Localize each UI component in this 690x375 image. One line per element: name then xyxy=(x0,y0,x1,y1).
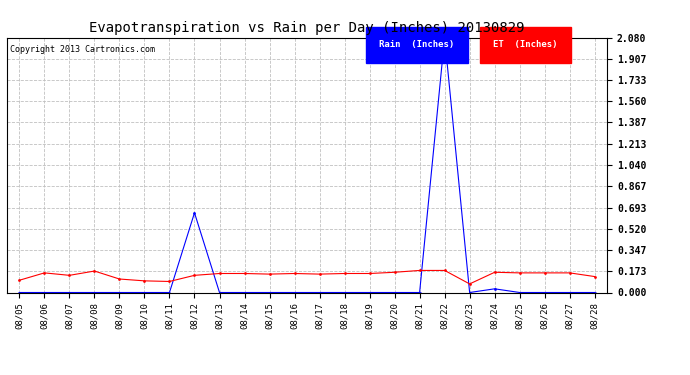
Text: ET  (Inches): ET (Inches) xyxy=(493,40,558,49)
Title: Evapotranspiration vs Rain per Day (Inches) 20130829: Evapotranspiration vs Rain per Day (Inch… xyxy=(89,21,525,35)
Text: Rain  (Inches): Rain (Inches) xyxy=(379,40,454,49)
Text: Copyright 2013 Cartronics.com: Copyright 2013 Cartronics.com xyxy=(10,45,155,54)
